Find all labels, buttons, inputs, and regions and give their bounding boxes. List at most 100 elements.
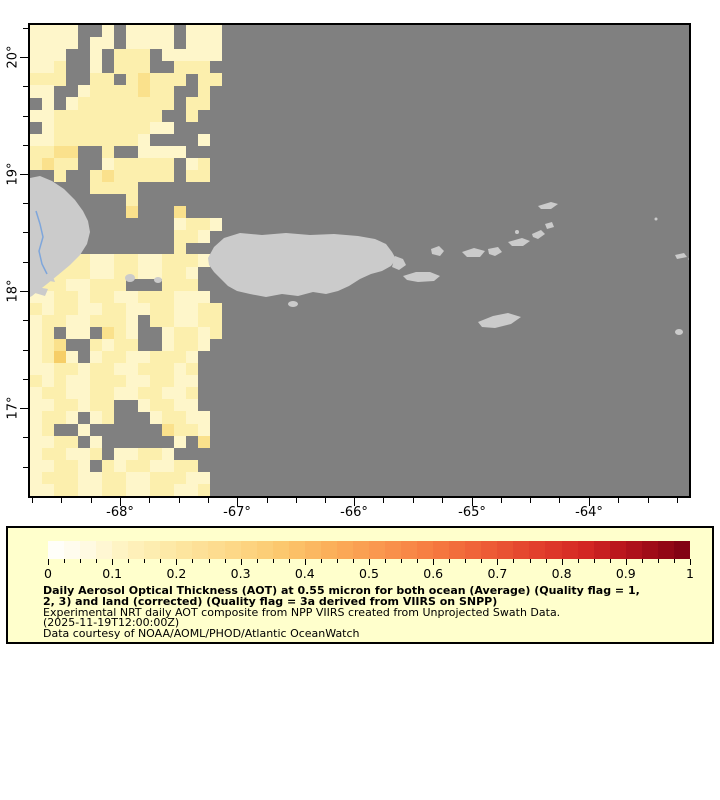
- aot-data-cell: [65, 157, 79, 171]
- colorbar-segment: [64, 541, 81, 559]
- anegada: [538, 202, 558, 209]
- aot-data-cell: [137, 61, 151, 74]
- aot-data-cell: [185, 339, 198, 352]
- aot-data-cell: [185, 423, 198, 436]
- aot-data-cell: [77, 121, 91, 134]
- colorbar-major-tick: [48, 559, 49, 565]
- colorbar-minor-tick: [192, 559, 194, 563]
- aot-data-cell: [77, 290, 91, 303]
- aot-data-cell: [149, 266, 162, 279]
- legend-title-line-2: 2, 3) and land (corrected) (Quality flag…: [43, 595, 498, 608]
- aot-data-cell: [137, 363, 151, 376]
- aot-data-cell: [53, 169, 67, 183]
- aot-data-cell: [173, 278, 186, 291]
- aot-data-cell: [30, 375, 43, 388]
- aot-data-cell: [197, 411, 210, 424]
- colorbar-segment: [449, 541, 466, 559]
- aot-data-cell: [125, 471, 139, 485]
- virgin-gorda: [532, 230, 545, 239]
- aot-data-cell: [197, 169, 210, 183]
- aot-data-cell: [161, 447, 174, 460]
- aot-data-cell: [113, 254, 127, 267]
- anguilla: [675, 253, 687, 259]
- aot-data-cell: [41, 411, 55, 424]
- aot-data-cell: [173, 326, 186, 340]
- aot-data-cell: [149, 363, 162, 376]
- aot-data-cell: [53, 121, 67, 134]
- colorbar-tick-label: 1: [686, 566, 694, 581]
- aot-data-cell: [41, 387, 55, 400]
- aot-data-cell: [197, 25, 210, 38]
- aot-data-cell: [173, 375, 186, 388]
- aot-data-cell: [161, 387, 174, 400]
- aot-data-cell: [149, 25, 162, 38]
- aot-data-cell: [161, 169, 174, 183]
- colorbar-major-tick: [625, 559, 627, 565]
- aot-data-cell: [41, 302, 55, 316]
- aot-data-cell: [30, 85, 43, 98]
- colorbar-major-tick: [690, 559, 691, 565]
- aot-data-cell: [89, 447, 103, 460]
- aot-data-cell: [101, 133, 115, 146]
- x-axis-minor-tick: [179, 498, 180, 503]
- aot-data-cell: [125, 194, 139, 207]
- aot-data-cell: [41, 326, 55, 340]
- aot-data-cell: [173, 290, 186, 303]
- aot-data-cell: [101, 351, 115, 364]
- aot-data-cell: [30, 326, 43, 340]
- aot-data-cell: [41, 121, 55, 134]
- aot-data-cell: [77, 399, 91, 412]
- aot-data-cell: [197, 471, 210, 485]
- aot-data-cell: [41, 314, 55, 328]
- aot-data-cell: [30, 447, 43, 460]
- aot-data-cell: [173, 61, 186, 74]
- x-axis-label: -68°: [106, 505, 134, 520]
- aot-data-cell: [137, 85, 151, 98]
- colorbar-segment: [577, 541, 594, 559]
- aot-data-cell: [197, 49, 210, 62]
- aot-data-cell: [41, 375, 55, 388]
- aot-data-cell: [53, 290, 67, 303]
- aot-data-cell: [173, 145, 186, 159]
- aot-data-cell: [185, 169, 198, 183]
- colorbar-major-tick: [240, 559, 242, 565]
- colorbar-minor-tick: [288, 559, 290, 563]
- aot-data-cell: [197, 483, 210, 496]
- y-axis-label: 19°: [5, 162, 21, 186]
- colorbar-minor-tick: [208, 559, 210, 563]
- aot-data-cell: [161, 49, 174, 62]
- st-thomas: [462, 248, 485, 257]
- caja-de-muertos: [288, 301, 298, 307]
- aot-data-cell: [125, 37, 139, 50]
- aot-data-cell: [77, 459, 91, 473]
- aot-data-cell: [113, 109, 127, 122]
- x-axis-minor-tick: [413, 498, 414, 503]
- colorbar-minor-tick: [352, 559, 354, 563]
- aot-data-cell: [77, 423, 91, 436]
- puerto-rico: [208, 233, 396, 297]
- aot-data-cell: [113, 351, 127, 364]
- aot-data-cell: [53, 459, 67, 473]
- aot-data-cell: [161, 326, 174, 340]
- aot-data-cell: [30, 37, 43, 50]
- colorbar-minor-tick: [401, 559, 403, 563]
- aot-data-cell: [89, 182, 103, 195]
- aot-data-cell: [113, 61, 127, 74]
- aot-data-cell: [41, 363, 55, 376]
- aot-data-cell: [161, 25, 174, 38]
- x-axis-minor-tick: [442, 498, 443, 503]
- x-axis-minor-tick: [559, 498, 560, 503]
- aot-data-cell: [185, 483, 198, 496]
- aot-data-cell: [30, 411, 43, 424]
- y-axis-minor-tick: [23, 467, 28, 468]
- aot-data-cell: [173, 483, 186, 496]
- aot-data-cell: [173, 218, 186, 231]
- aot-data-cell: [41, 133, 55, 146]
- aot-data-cell: [185, 37, 198, 50]
- colorbar-tick-label: 0: [44, 566, 52, 581]
- aot-data-cell: [101, 411, 115, 424]
- aot-data-cell: [41, 447, 55, 460]
- aot-data-cell: [149, 169, 162, 183]
- aot-data-cell: [65, 133, 79, 146]
- aot-data-cell: [125, 182, 139, 195]
